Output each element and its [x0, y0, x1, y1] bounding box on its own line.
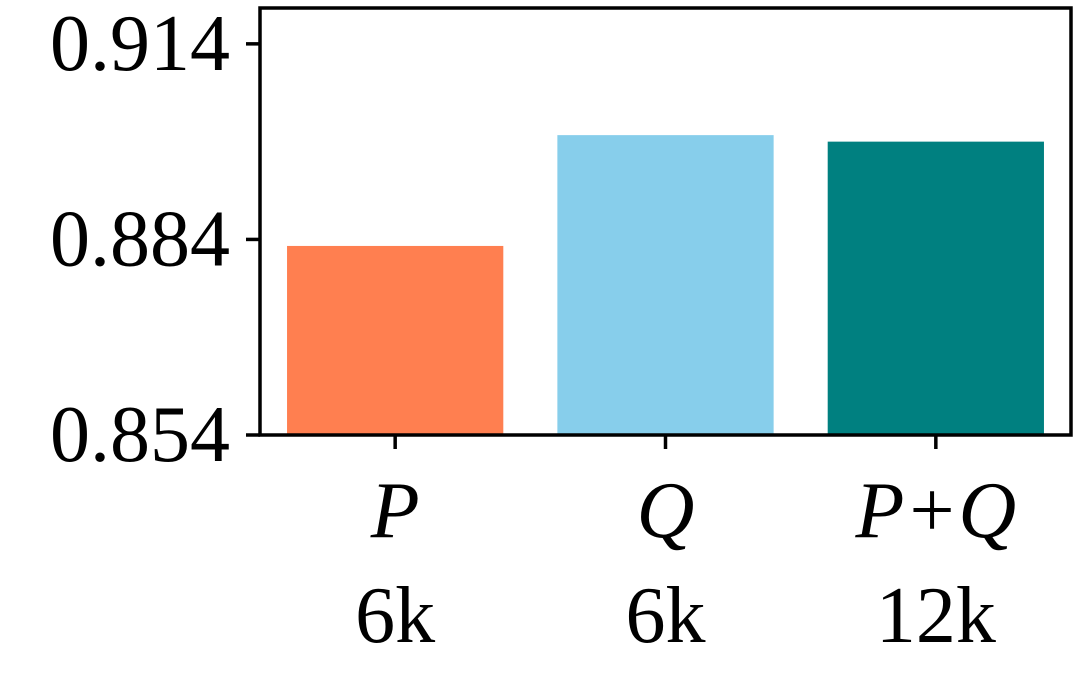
x-tick-label-2: P+Q [855, 467, 1017, 555]
x-sublabel-0: 6k [355, 572, 435, 660]
y-tick-label-0: 0.854 [50, 391, 230, 479]
x-sublabel-2: 12k [876, 572, 996, 660]
axes-layer [246, 6, 1073, 449]
x-sublabel-1: 6k [626, 572, 706, 660]
bar-0 [287, 245, 504, 435]
bar-2 [827, 141, 1044, 435]
x-tick-label-0: P [370, 467, 420, 555]
bar-1 [557, 135, 774, 435]
y-tick-label-1: 0.884 [50, 195, 230, 283]
y-tick-label-2: 0.914 [50, 0, 230, 88]
x-tick-label-1: Q [637, 467, 695, 555]
bars-layer [287, 135, 1044, 435]
labels-layer: 0.854 0.884 0.914 P 6k Q 6k P+Q 12k [50, 0, 1016, 660]
